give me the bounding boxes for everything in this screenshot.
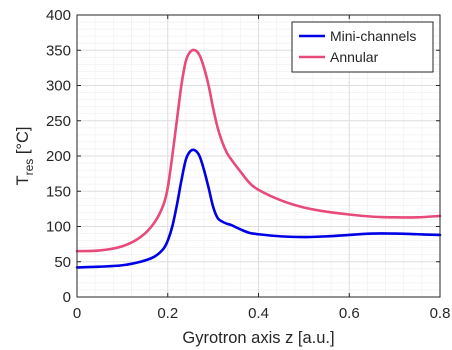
series-line-mini-channels bbox=[75, 148, 442, 269]
y-tick-label: 50 bbox=[54, 254, 71, 271]
x-tick-label: 0.8 bbox=[430, 305, 451, 322]
y-axis-label-subscript: res bbox=[22, 159, 36, 176]
x-tick-label: 0 bbox=[73, 305, 81, 322]
y-axis-label: Tres [°C] bbox=[14, 126, 36, 185]
legend: Mini-channels Annular bbox=[291, 21, 434, 73]
y-tick-label: 350 bbox=[46, 42, 71, 59]
x-tick-label: 0.2 bbox=[157, 305, 178, 322]
series-layer bbox=[75, 48, 442, 269]
y-tick-label: 100 bbox=[46, 219, 71, 236]
y-tick-label: 200 bbox=[46, 148, 71, 165]
legend-box bbox=[291, 21, 434, 73]
y-axis-label-unit: [°C] bbox=[14, 126, 32, 158]
y-tick-label: 150 bbox=[46, 183, 71, 200]
y-axis-label-main: T bbox=[14, 175, 32, 185]
series-line-annular bbox=[75, 48, 442, 253]
y-tick-label: 0 bbox=[63, 289, 71, 306]
y-axis-ticks: 0 50 100 150 200 250 300 350 400 bbox=[46, 7, 440, 306]
legend-label-mini-channels: Mini-channels bbox=[330, 28, 416, 44]
legend-label-annular: Annular bbox=[330, 49, 379, 65]
y-tick-label: 400 bbox=[46, 7, 71, 24]
x-axis-label: Gyrotron axis z [a.u.] bbox=[182, 329, 334, 347]
y-tick-label: 300 bbox=[46, 78, 71, 95]
y-tick-label: 250 bbox=[46, 113, 71, 130]
x-axis-ticks: 0 0.2 0.4 0.6 0.8 bbox=[73, 15, 451, 322]
x-tick-label: 0.4 bbox=[248, 305, 269, 322]
x-tick-label: 0.6 bbox=[339, 305, 360, 322]
